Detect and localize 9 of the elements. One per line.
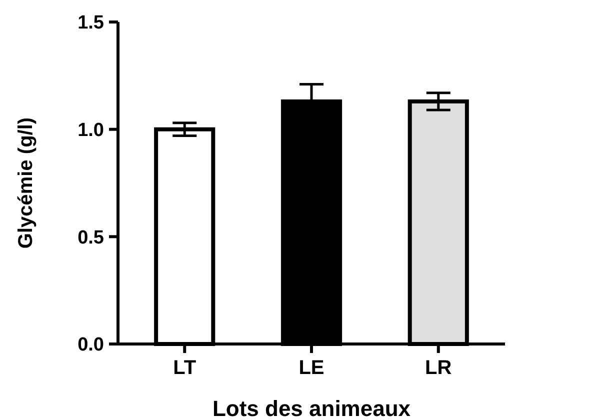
y-axis-title: Glycémie (g/l) bbox=[15, 117, 37, 249]
x-tick-label: LR bbox=[425, 357, 452, 379]
x-tick-label: LT bbox=[173, 357, 196, 379]
y-tick-label: 1.0 bbox=[78, 120, 104, 141]
x-tick-label: LE bbox=[298, 357, 324, 379]
y-tick-label: 0.0 bbox=[78, 334, 104, 356]
x-axis-title: Lots des animeaux bbox=[212, 396, 412, 420]
y-tick-label: 1.5 bbox=[78, 12, 104, 34]
y-tick-label: 0.5 bbox=[78, 227, 104, 248]
